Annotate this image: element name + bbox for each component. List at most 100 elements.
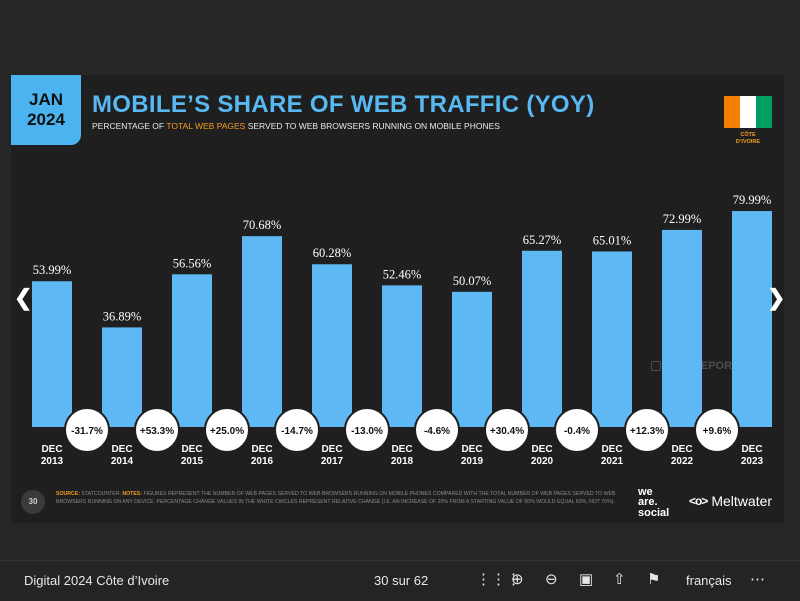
bar bbox=[592, 251, 632, 427]
language-selector[interactable]: français bbox=[686, 573, 732, 588]
notes-label: NOTES: bbox=[122, 491, 142, 497]
grid-icon[interactable]: ⋮⋮⋮ bbox=[476, 571, 521, 588]
subtitle-suffix: SERVED TO WEB BROWSERS RUNNING ON MOBILE… bbox=[245, 121, 500, 131]
x-tick-label: DEC bbox=[251, 444, 272, 455]
bar bbox=[382, 285, 422, 427]
chart-title: MOBILE’S SHARE OF WEB TRAFFIC (YOY) bbox=[92, 91, 595, 118]
change-circle bbox=[554, 407, 600, 453]
subtitle-prefix: PERCENTAGE OF bbox=[92, 121, 167, 131]
zoom-out-icon[interactable]: ⊖ bbox=[545, 571, 558, 588]
flag-stripe-white bbox=[740, 96, 756, 128]
country-label-line1: CÔTE bbox=[740, 132, 756, 138]
was-line1: we bbox=[638, 486, 653, 498]
x-tick-label: DEC bbox=[531, 444, 552, 455]
bar bbox=[32, 281, 72, 427]
share-icon[interactable]: ⇧ bbox=[613, 571, 626, 588]
bar-value-label: 65.01% bbox=[593, 233, 632, 247]
previous-slide-chevron-icon[interactable]: ❮ bbox=[14, 285, 33, 310]
flag-icon[interactable]: ⚑ bbox=[647, 571, 661, 588]
bar-value-label: 56.56% bbox=[173, 256, 212, 270]
x-tick-label: DEC bbox=[321, 444, 342, 455]
was-line2: are. bbox=[638, 496, 658, 509]
bar bbox=[732, 211, 772, 427]
country-flag bbox=[724, 96, 772, 128]
x-tick-label: DEC bbox=[181, 444, 202, 455]
bar-value-label: 72.99% bbox=[663, 212, 702, 226]
was-line3: social bbox=[638, 506, 670, 519]
bar bbox=[102, 327, 142, 427]
change-circle bbox=[694, 407, 740, 453]
x-tick-label: DEC bbox=[741, 444, 762, 455]
change-circle bbox=[624, 407, 670, 453]
badge-year: 2024 bbox=[27, 110, 65, 129]
page-indicator: 30 sur 62 bbox=[374, 573, 429, 588]
we-are-social-logo: we are. social bbox=[638, 486, 670, 519]
source-text: STATCOUNTER. bbox=[79, 491, 123, 497]
bar bbox=[662, 229, 702, 427]
change-label: +9.6% bbox=[703, 426, 732, 437]
change-circle bbox=[484, 407, 530, 453]
x-tick-label: 2022 bbox=[671, 456, 694, 467]
page-number-badge: 30 bbox=[21, 490, 45, 514]
change-label: +53.3% bbox=[140, 426, 174, 437]
zoom-in-icon[interactable]: ⊕ bbox=[511, 571, 524, 588]
x-tick-label: DEC bbox=[41, 444, 62, 455]
bar bbox=[452, 291, 492, 427]
viewer-toolbar: Digital 2024 Côte d’Ivoire 30 sur 62 ⋮⋮⋮… bbox=[0, 560, 800, 601]
date-badge: JAN 2024 bbox=[11, 75, 81, 145]
bar-value-label: 53.99% bbox=[33, 263, 72, 277]
x-tick-label: 2021 bbox=[601, 456, 624, 467]
x-tick-label: DEC bbox=[391, 444, 412, 455]
bar-chart: 53.99%DEC201336.89%DEC201456.56%DEC20157… bbox=[32, 193, 772, 467]
chart-subtitle: PERCENTAGE OF TOTAL WEB PAGES SERVED TO … bbox=[92, 121, 500, 131]
change-label: -0.4% bbox=[564, 426, 590, 437]
change-circle bbox=[344, 407, 390, 453]
next-slide-chevron-icon[interactable]: ❯ bbox=[767, 285, 786, 310]
document-title: Digital 2024 Côte d’Ivoire bbox=[24, 573, 170, 588]
change-circle bbox=[64, 407, 110, 453]
meltwater-logo: <o> Meltwater bbox=[689, 493, 772, 509]
bar bbox=[172, 274, 212, 427]
bar bbox=[312, 264, 352, 427]
more-icon[interactable]: ⋯ bbox=[750, 571, 765, 588]
fullscreen-icon[interactable]: ▣ bbox=[579, 571, 594, 588]
country-label-line2: D’IVOIRE bbox=[735, 138, 761, 145]
bar-value-label: 65.27% bbox=[523, 233, 562, 247]
x-tick-label: 2019 bbox=[461, 456, 484, 467]
source-notes: SOURCE: STATCOUNTER. NOTES: FIGURES REPR… bbox=[56, 491, 616, 506]
slide: JAN 2024 MOBILE’S SHARE OF WEB TRAFFIC (… bbox=[11, 75, 784, 523]
source-label: SOURCE: bbox=[56, 491, 80, 497]
change-label: -4.6% bbox=[424, 426, 450, 437]
subtitle-highlight: TOTAL WEB PAGES bbox=[166, 121, 246, 131]
change-circle bbox=[134, 407, 180, 453]
bar-value-label: 70.68% bbox=[243, 218, 282, 232]
x-tick-label: DEC bbox=[461, 444, 482, 455]
flag-stripe-orange bbox=[724, 96, 740, 128]
bar bbox=[522, 250, 562, 427]
flag-stripe-green bbox=[756, 96, 772, 128]
bar bbox=[242, 236, 282, 427]
x-tick-label: 2018 bbox=[391, 456, 414, 467]
change-label: -31.7% bbox=[71, 426, 103, 437]
change-label: +25.0% bbox=[210, 426, 244, 437]
x-tick-label: 2016 bbox=[251, 456, 274, 467]
bar-value-label: 50.07% bbox=[453, 274, 492, 288]
country-label: CÔTE D’IVOIRE bbox=[724, 132, 772, 145]
change-label: +30.4% bbox=[490, 426, 524, 437]
change-circle bbox=[274, 407, 320, 453]
notes-text: FIGURES REPRESENT THE NUMBER OF WEB PAGE… bbox=[56, 491, 616, 505]
meltwater-icon: <o> bbox=[689, 494, 708, 508]
meltwater-text: Meltwater bbox=[711, 493, 773, 509]
change-circle bbox=[204, 407, 250, 453]
x-tick-label: DEC bbox=[111, 444, 132, 455]
x-tick-label: 2020 bbox=[531, 456, 554, 467]
bar-value-label: 60.28% bbox=[313, 246, 352, 260]
change-label: +12.3% bbox=[630, 426, 664, 437]
change-label: -14.7% bbox=[281, 426, 313, 437]
x-tick-label: DEC bbox=[671, 444, 692, 455]
x-tick-label: 2014 bbox=[111, 456, 134, 467]
x-tick-label: 2023 bbox=[741, 456, 764, 467]
badge-month: JAN bbox=[28, 90, 63, 109]
change-circle bbox=[414, 407, 460, 453]
bar-value-label: 52.46% bbox=[383, 267, 422, 281]
